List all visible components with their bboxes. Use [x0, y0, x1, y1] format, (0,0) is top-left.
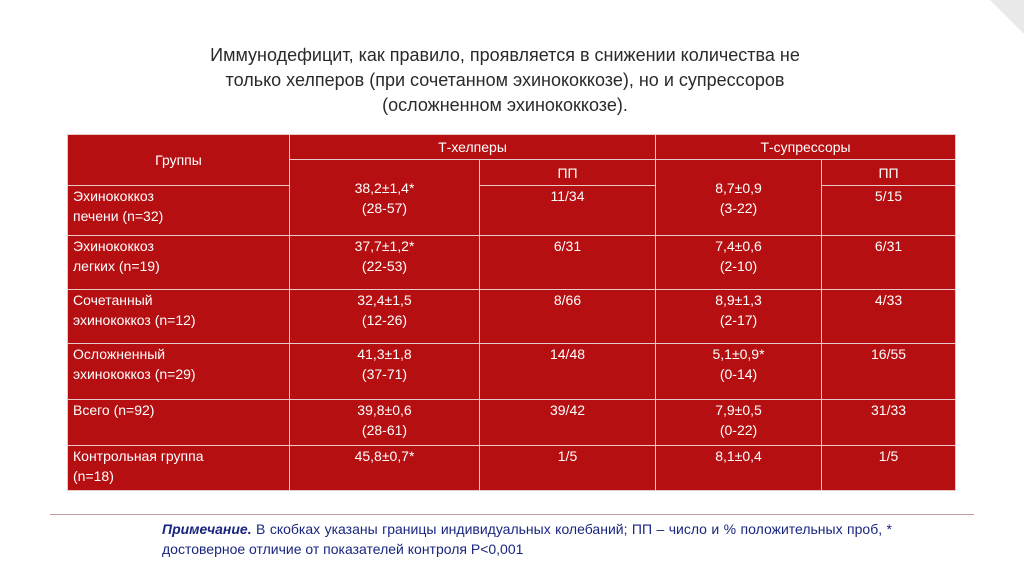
cell-helpers-value: 45,8±0,7* — [289, 445, 480, 491]
slide-title: Иммунодефицит, как правило, проявляется … — [120, 43, 890, 118]
title-line: Иммунодефицит, как правило, проявляется … — [210, 45, 800, 65]
cell-value: 7,9±0,5 — [715, 402, 762, 418]
cell-value: 5,1±0,9* — [712, 346, 765, 362]
data-table: Группы Т-хелперы Т-супрессоры 38,2±1,4* … — [67, 134, 957, 491]
cell-suppressors-pp: 16/55 — [821, 343, 957, 400]
group-line: (n=18) — [73, 468, 114, 484]
cell-range: (0-14) — [719, 366, 758, 382]
cell-range: (22-53) — [361, 258, 408, 274]
cell-group: Эхинококкоз легких (n=19) — [67, 235, 290, 290]
cell-suppressors-value: 7,9±0,5 (0-22) — [655, 399, 823, 446]
cell-suppressors-pp: 4/33 — [821, 289, 957, 344]
header-pp-suppressors: ПП — [821, 159, 957, 186]
cell-range: (3-22) — [719, 199, 758, 216]
cell-helpers-value: 37,7±1,2* (22-53) — [289, 235, 480, 290]
group-line: Эхинококкоз — [73, 188, 154, 204]
cell-value: 39,8±0,6 — [357, 402, 412, 418]
cell-range: (0-22) — [719, 422, 758, 438]
cell-range: (2-17) — [719, 312, 758, 328]
cell-helpers-pp: 8/66 — [478, 289, 657, 344]
cell-suppressors-value: 8,1±0,4 — [655, 445, 823, 491]
group-line: Осложненный — [73, 346, 166, 362]
table-row: Эхинококкоз легких (n=19) 37,7±1,2* (22-… — [67, 235, 957, 290]
cell-helpers-pp: 14/48 — [478, 343, 657, 400]
group-line: Всего (n=92) — [73, 402, 155, 418]
cell-helpers-pp: 39/42 — [478, 399, 657, 446]
table-row: Осложненный эхинококкоз (n=29) 41,3±1,8 … — [67, 343, 957, 400]
cell-suppressors-pp: 6/31 — [821, 235, 957, 290]
header-t-suppressors: Т-супрессоры — [655, 134, 957, 160]
group-line: легких (n=19) — [73, 258, 160, 274]
cell-helpers-value: 41,3±1,8 (37-71) — [289, 343, 480, 400]
cell-suppressors-value: 8,7±0,9 (3-22) — [655, 159, 823, 236]
cell-helpers-value: 38,2±1,4* (28-57) — [289, 159, 480, 236]
cell-suppressors-pp: 5/15 — [821, 185, 957, 236]
cell-value: 32,4±1,5 — [357, 292, 412, 308]
header-groups: Группы — [67, 134, 290, 186]
cell-value: 8,7±0,9 — [715, 179, 762, 196]
cell-group: Эхинококкоз печени (n=32) — [67, 185, 290, 236]
cell-group: Контрольная группа (n=18) — [67, 445, 290, 491]
table-row: Эхинококкоз печени (n=32) 11/34 5/15 — [67, 185, 957, 236]
header-pp-helpers: ПП — [478, 159, 657, 186]
cell-suppressors-pp: 31/33 — [821, 399, 957, 446]
title-line: только хелперов (при сочетанном эхинокок… — [225, 70, 785, 90]
cell-group: Сочетанный эхинококкоз (n=12) — [67, 289, 290, 344]
cell-range: (2-10) — [719, 258, 758, 274]
cell-suppressors-value: 5,1±0,9* (0-14) — [655, 343, 823, 400]
footnote: Примечание. В скобках указаны границы ин… — [162, 519, 892, 559]
cell-suppressors-value: 8,9±1,3 (2-17) — [655, 289, 823, 344]
cell-group: Всего (n=92) — [67, 399, 290, 446]
cell-helpers-value: 39,8±0,6 (28-61) — [289, 399, 480, 446]
group-line: Эхинококкоз — [73, 238, 154, 254]
cell-helpers-pp: 1/5 — [478, 445, 657, 491]
group-line: Контрольная группа — [73, 448, 204, 464]
footnote-text: В скобках указаны границы индивидуальных… — [162, 521, 892, 557]
group-line: эхинококкоз (n=29) — [73, 366, 196, 382]
cell-range: (28-61) — [361, 422, 408, 438]
header-t-helpers: Т-хелперы — [288, 134, 657, 160]
cell-range: (12-26) — [361, 312, 408, 328]
cell-suppressors-pp: 1/5 — [821, 445, 957, 491]
cell-group: Осложненный эхинококкоз (n=29) — [67, 343, 290, 400]
footnote-lead: Примечание. — [162, 521, 252, 537]
title-line: (осложненном эхинококкозе). — [382, 95, 628, 115]
cell-suppressors-value: 7,4±0,6 (2-10) — [655, 235, 823, 290]
cell-range: (37-71) — [361, 366, 408, 382]
table-row: Сочетанный эхинококкоз (n=12) 32,4±1,5 (… — [67, 289, 957, 344]
corner-decoration — [990, 0, 1024, 34]
cell-range: (28-57) — [361, 199, 408, 216]
group-line: Сочетанный — [73, 292, 153, 308]
table-row: Всего (n=92) 39,8±0,6 (28-61) 39/42 7,9±… — [67, 399, 957, 446]
group-line: эхинококкоз (n=12) — [73, 312, 196, 328]
cell-helpers-value: 32,4±1,5 (12-26) — [289, 289, 480, 344]
cell-value: 8,9±1,3 — [715, 292, 762, 308]
cell-value: 37,7±1,2* — [354, 238, 415, 254]
cell-value: 41,3±1,8 — [357, 346, 412, 362]
header-row: Группы Т-хелперы Т-супрессоры — [67, 134, 957, 186]
table-row: Контрольная группа (n=18) 45,8±0,7* 1/5 … — [67, 445, 957, 491]
cell-value: 38,2±1,4* — [354, 179, 415, 196]
divider-line — [50, 514, 974, 515]
header-subrow: 38,2±1,4* (28-57) ПП 8,7±0,9 (3-22) ПП — [68, 159, 957, 236]
group-line: печени (n=32) — [73, 208, 164, 224]
cell-helpers-pp: 11/34 — [478, 185, 657, 236]
cell-value: 7,4±0,6 — [715, 238, 762, 254]
cell-helpers-pp: 6/31 — [478, 235, 657, 290]
